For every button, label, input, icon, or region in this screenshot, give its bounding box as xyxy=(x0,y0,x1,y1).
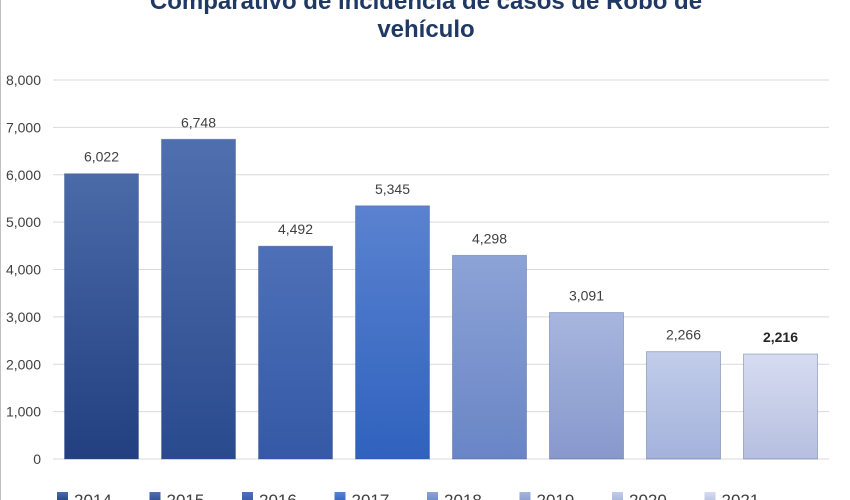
bar-2016 xyxy=(258,245,333,460)
bar-2020 xyxy=(646,351,721,460)
bar-2017 xyxy=(355,205,430,460)
legend-swatch-2021 xyxy=(704,492,716,500)
legend-label-2020: 2020 xyxy=(629,491,667,500)
legend-label-2014: 2014 xyxy=(74,491,112,500)
y-tick-label: 1,000 xyxy=(6,404,41,420)
legend-swatch-2014 xyxy=(57,492,68,500)
legend-label-2015: 2015 xyxy=(167,491,205,500)
chart-title: Comparativo de incidencia de casos de Ro… xyxy=(1,0,850,44)
y-tick-label: 0 xyxy=(33,451,41,467)
bars xyxy=(64,138,818,460)
legend-swatch-2019 xyxy=(519,492,531,500)
bar-2014 xyxy=(64,173,139,460)
legend-swatch-2016 xyxy=(242,492,253,500)
legend-swatch-2018 xyxy=(427,492,438,500)
y-tick-label: 8,000 xyxy=(6,72,41,88)
legend-swatch-2017 xyxy=(334,492,346,500)
legend: 2014 2015 2016 2017 2018 2019 2020 2021 xyxy=(57,491,759,500)
legend-label-2021: 2021 xyxy=(722,491,760,500)
chart-title-line-1: Comparativo de incidencia de casos de Ro… xyxy=(149,0,703,15)
y-axis-tick-labels: 0 1,000 2,000 3,000 4,000 5,000 6,000 7,000 8,00… xyxy=(6,72,41,467)
legend-swatch-2020 xyxy=(612,492,623,500)
data-labels: 6,022 6,748 4,492 5,345 4,298 3,091 2,266 2,216 xyxy=(84,114,798,345)
data-label-2014: 6,022 xyxy=(84,149,119,165)
data-label-2019: 3,091 xyxy=(569,288,604,304)
data-label-2018: 4,298 xyxy=(472,230,507,246)
y-tick-label: 7,000 xyxy=(6,119,41,135)
y-tick-label: 2,000 xyxy=(6,356,41,372)
y-tick-label: 3,000 xyxy=(6,309,41,325)
bar-2015 xyxy=(161,138,236,460)
legend-label-2017: 2017 xyxy=(352,491,390,500)
y-tick-label: 6,000 xyxy=(6,167,41,183)
legend-label-2018: 2018 xyxy=(444,491,482,500)
data-label-2016: 4,492 xyxy=(278,221,313,237)
legend-swatch-2015 xyxy=(149,492,161,500)
data-label-2017: 5,345 xyxy=(375,181,410,197)
y-tick-label: 5,000 xyxy=(6,214,41,230)
data-label-2015: 6,748 xyxy=(181,114,216,130)
legend-label-2019: 2019 xyxy=(537,491,575,500)
bar-2021 xyxy=(743,353,818,460)
chart-title-line-2: vehículo xyxy=(377,16,475,43)
bar-2018 xyxy=(452,254,527,460)
data-label-2021: 2,216 xyxy=(763,329,798,345)
legend-label-2016: 2016 xyxy=(259,491,297,500)
bar-2019 xyxy=(549,312,624,460)
data-label-2020: 2,266 xyxy=(666,327,701,343)
y-tick-label: 4,000 xyxy=(6,262,41,278)
